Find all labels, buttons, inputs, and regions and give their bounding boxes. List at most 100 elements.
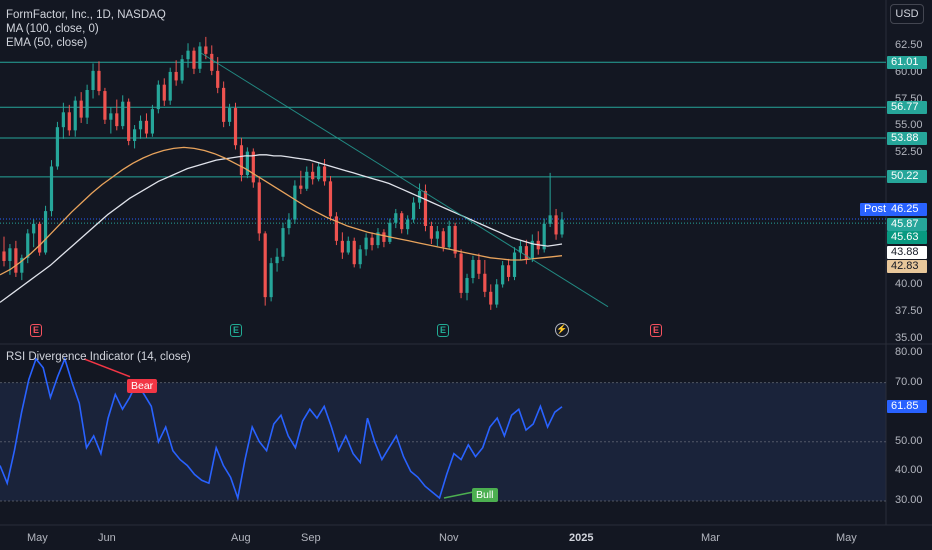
candle-body bbox=[406, 219, 410, 230]
candle-body bbox=[364, 237, 368, 250]
candle-body bbox=[459, 253, 463, 293]
rsi-tick-label: 30.00 bbox=[895, 494, 923, 506]
earnings-event-icon[interactable]: E bbox=[650, 324, 662, 337]
candle-body bbox=[358, 249, 362, 265]
candle-body bbox=[293, 185, 297, 220]
candle-body bbox=[376, 232, 380, 246]
earnings-event-icon[interactable]: E bbox=[30, 324, 42, 337]
candle-body bbox=[447, 225, 451, 248]
candle-body bbox=[453, 225, 457, 254]
ema-price-tag: 42.83 bbox=[887, 260, 927, 273]
trendline bbox=[198, 51, 609, 308]
ma-100-line bbox=[0, 154, 563, 303]
symbol-legend[interactable]: FormFactor, Inc., 1D, NASDAQ bbox=[6, 9, 166, 21]
candle-body bbox=[483, 273, 487, 292]
candle-body bbox=[275, 256, 279, 264]
candle-body bbox=[227, 108, 232, 122]
candle-body bbox=[174, 71, 178, 81]
ma-legend[interactable]: MA (100, close, 0) bbox=[6, 23, 99, 35]
candle-body bbox=[198, 46, 202, 69]
time-tick-label: Aug bbox=[231, 532, 251, 544]
post-market-label: Post bbox=[860, 203, 891, 216]
post-market-price-tag: 46.25 bbox=[887, 203, 927, 216]
candle-body bbox=[26, 233, 30, 258]
candle-body bbox=[322, 166, 327, 182]
rsi-tick-label: 40.00 bbox=[895, 464, 923, 477]
candle-body bbox=[489, 291, 493, 305]
candle-body bbox=[477, 259, 481, 274]
candle-body bbox=[210, 53, 214, 71]
candle-body bbox=[257, 182, 261, 234]
bear-divergence-line bbox=[83, 358, 131, 378]
candle-body bbox=[8, 248, 12, 262]
candle-body bbox=[328, 181, 333, 217]
candle-body bbox=[317, 166, 321, 180]
candle-body bbox=[311, 171, 315, 180]
earnings-event-icon[interactable]: E bbox=[437, 324, 449, 337]
candle-body bbox=[251, 151, 255, 183]
time-tick-label: Nov bbox=[439, 532, 459, 544]
price-tick-label: 40.00 bbox=[895, 278, 923, 291]
candle-body bbox=[554, 215, 558, 235]
candle-body bbox=[233, 108, 238, 146]
level-price-tag: 50.22 bbox=[887, 170, 927, 184]
close-price-tag: 45.63 bbox=[887, 231, 927, 244]
candle-body bbox=[281, 228, 285, 257]
rsi-tick-label: 80.00 bbox=[895, 346, 923, 358]
candle-body bbox=[132, 129, 137, 141]
earnings-event-icon[interactable]: E bbox=[230, 324, 242, 337]
candle-body bbox=[471, 259, 475, 279]
ema-legend[interactable]: EMA (50, close) bbox=[6, 37, 88, 49]
candle-body bbox=[121, 101, 125, 127]
rsi-line bbox=[0, 356, 563, 502]
price-tick-label: 52.50 bbox=[895, 145, 923, 158]
candle-body bbox=[370, 237, 374, 246]
candle-body bbox=[263, 233, 267, 298]
candle-body bbox=[150, 109, 155, 134]
currency-button[interactable]: USD bbox=[890, 4, 924, 24]
candle-body bbox=[269, 263, 273, 298]
rsi-legend[interactable]: RSI Divergence Indicator (14, close) bbox=[6, 351, 191, 363]
candle-body bbox=[38, 223, 42, 253]
price-tick-label: 37.50 bbox=[895, 305, 923, 317]
candle-body bbox=[168, 71, 172, 101]
candle-body bbox=[79, 100, 83, 118]
candle-body bbox=[423, 190, 428, 226]
candle-body bbox=[73, 100, 77, 131]
candle-body bbox=[61, 112, 65, 128]
level-price-tag: 61.01 bbox=[887, 55, 927, 69]
candle-body bbox=[394, 213, 398, 223]
candle-body bbox=[91, 70, 95, 90]
candle-body bbox=[518, 246, 523, 253]
level-price-tag: 53.88 bbox=[887, 131, 927, 145]
candle-body bbox=[144, 120, 149, 134]
candle-body bbox=[501, 265, 505, 285]
price-tick-label: 35.00 bbox=[895, 331, 923, 344]
candle-body bbox=[542, 223, 546, 250]
candle-body bbox=[138, 120, 143, 130]
candle-body bbox=[239, 145, 244, 175]
candle-body bbox=[162, 84, 166, 101]
ema-50-line bbox=[0, 146, 563, 276]
candle-body bbox=[429, 225, 434, 239]
level-price-tag: 56.77 bbox=[887, 100, 927, 114]
candle-body bbox=[524, 246, 528, 259]
candle-body bbox=[305, 171, 309, 189]
candle-body bbox=[20, 257, 24, 273]
candle-body bbox=[245, 151, 249, 175]
candle-body bbox=[67, 112, 71, 131]
rsi-tick-label: 70.00 bbox=[895, 375, 923, 388]
time-tick-label: May bbox=[27, 532, 48, 544]
rsi-value-tag: 61.85 bbox=[887, 400, 927, 413]
candle-body bbox=[382, 232, 386, 242]
time-tick-label: Sep bbox=[301, 532, 321, 544]
candle-body bbox=[156, 84, 160, 110]
rsi-band bbox=[0, 382, 886, 501]
time-tick-label: May bbox=[836, 532, 857, 544]
candle-body bbox=[299, 185, 303, 189]
candle-body bbox=[530, 240, 534, 259]
candle-body bbox=[506, 265, 511, 277]
dividend-split-icon[interactable]: ⚡ bbox=[555, 323, 569, 337]
